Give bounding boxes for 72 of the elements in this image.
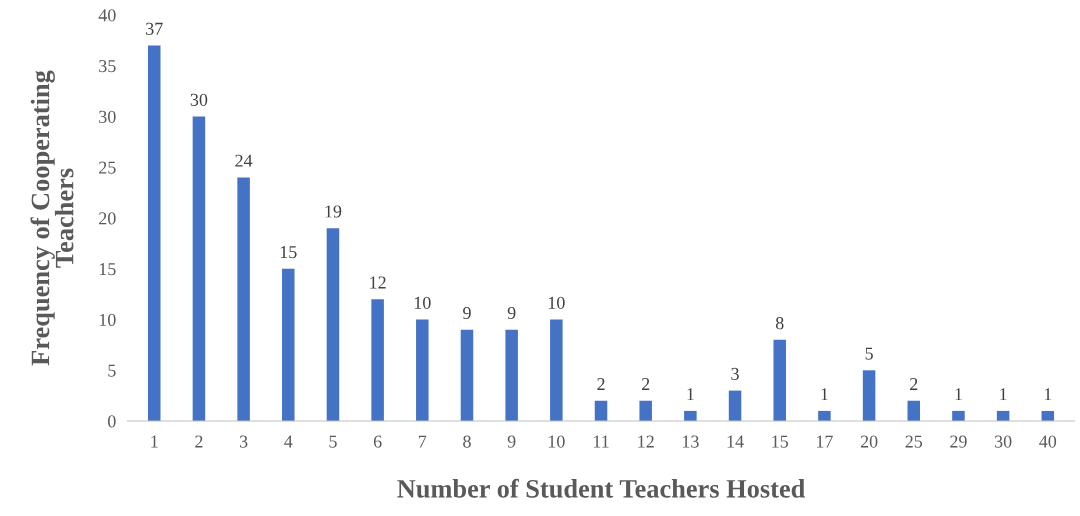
x-tick-label: 25 xyxy=(905,435,923,448)
x-tick-label: 7 xyxy=(418,435,427,448)
x-tick-label: 6 xyxy=(373,435,382,448)
y-tick-label: 10 xyxy=(99,313,116,326)
bar xyxy=(818,410,831,422)
x-tick-label: 13 xyxy=(682,435,699,448)
data-label: 1 xyxy=(955,388,962,401)
x-tick-label: 29 xyxy=(950,435,967,448)
data-label: 2 xyxy=(597,378,605,390)
data-label: 1 xyxy=(821,388,828,401)
x-tick-label: 17 xyxy=(816,435,833,448)
data-label: 9 xyxy=(507,306,516,320)
y-tick-label: 0 xyxy=(107,415,116,428)
data-label: 37 xyxy=(146,22,163,35)
bar xyxy=(639,400,652,422)
bar xyxy=(505,329,518,422)
data-label: 5 xyxy=(865,347,873,360)
y-tick-label: 20 xyxy=(99,212,116,225)
x-axis-title: Number of Student Teachers Hosted xyxy=(397,478,806,498)
bar xyxy=(371,299,384,422)
x-tick-label: 15 xyxy=(772,435,789,448)
x-tick-label: 20 xyxy=(860,435,878,448)
bar xyxy=(550,319,563,422)
data-label: 15 xyxy=(280,246,297,259)
x-tick-label: 1 xyxy=(151,435,158,448)
bar xyxy=(907,400,921,422)
data-label: 1 xyxy=(687,388,694,401)
bar xyxy=(416,319,429,422)
x-tick-label: 11 xyxy=(593,435,609,448)
x-tick-label: 3 xyxy=(239,435,248,448)
y-tick-label: 5 xyxy=(108,364,116,377)
x-tick-label: 14 xyxy=(727,435,744,448)
data-label: 3 xyxy=(731,367,739,380)
y-tick-label: 25 xyxy=(99,161,116,174)
data-label: 19 xyxy=(325,205,342,218)
data-label: 10 xyxy=(548,296,565,309)
x-tick-label: 5 xyxy=(329,435,337,448)
bar xyxy=(684,410,697,422)
data-label: 12 xyxy=(370,276,386,289)
y-tick-label: 30 xyxy=(99,110,116,123)
x-tick-label: 30 xyxy=(994,435,1012,448)
x-tick-label: 4 xyxy=(284,435,293,448)
bar xyxy=(147,45,161,422)
x-tick-label: 2 xyxy=(195,435,203,448)
bar xyxy=(237,177,250,422)
bar xyxy=(192,116,206,422)
y-tick-label: 15 xyxy=(99,263,116,276)
y-tick-label: 35 xyxy=(99,60,116,73)
data-label: 1 xyxy=(1000,388,1007,401)
data-label: 8 xyxy=(775,317,784,330)
x-tick-label: 12 xyxy=(638,435,654,448)
bar xyxy=(952,410,965,422)
data-label: 1 xyxy=(1044,388,1052,401)
x-tick-label: 40 xyxy=(1039,435,1057,448)
data-label: 24 xyxy=(235,154,253,167)
data-label: 10 xyxy=(414,296,431,309)
bar xyxy=(862,370,876,422)
bar xyxy=(326,228,340,422)
bar xyxy=(282,268,295,422)
bar xyxy=(594,400,608,422)
data-label: 30 xyxy=(190,93,208,106)
y-axis-title: Frequency of Cooperating Teachers xyxy=(30,70,74,366)
bar xyxy=(728,390,742,422)
bar xyxy=(773,339,786,422)
bar xyxy=(460,329,474,422)
data-label: 2 xyxy=(910,378,918,390)
data-label: 2 xyxy=(641,378,650,390)
x-tick-label: 10 xyxy=(548,435,565,448)
data-label: 9 xyxy=(463,306,471,320)
x-tick-label: 8 xyxy=(463,435,471,448)
x-tick-label: 9 xyxy=(507,435,516,448)
y-tick-label: 40 xyxy=(98,9,116,22)
